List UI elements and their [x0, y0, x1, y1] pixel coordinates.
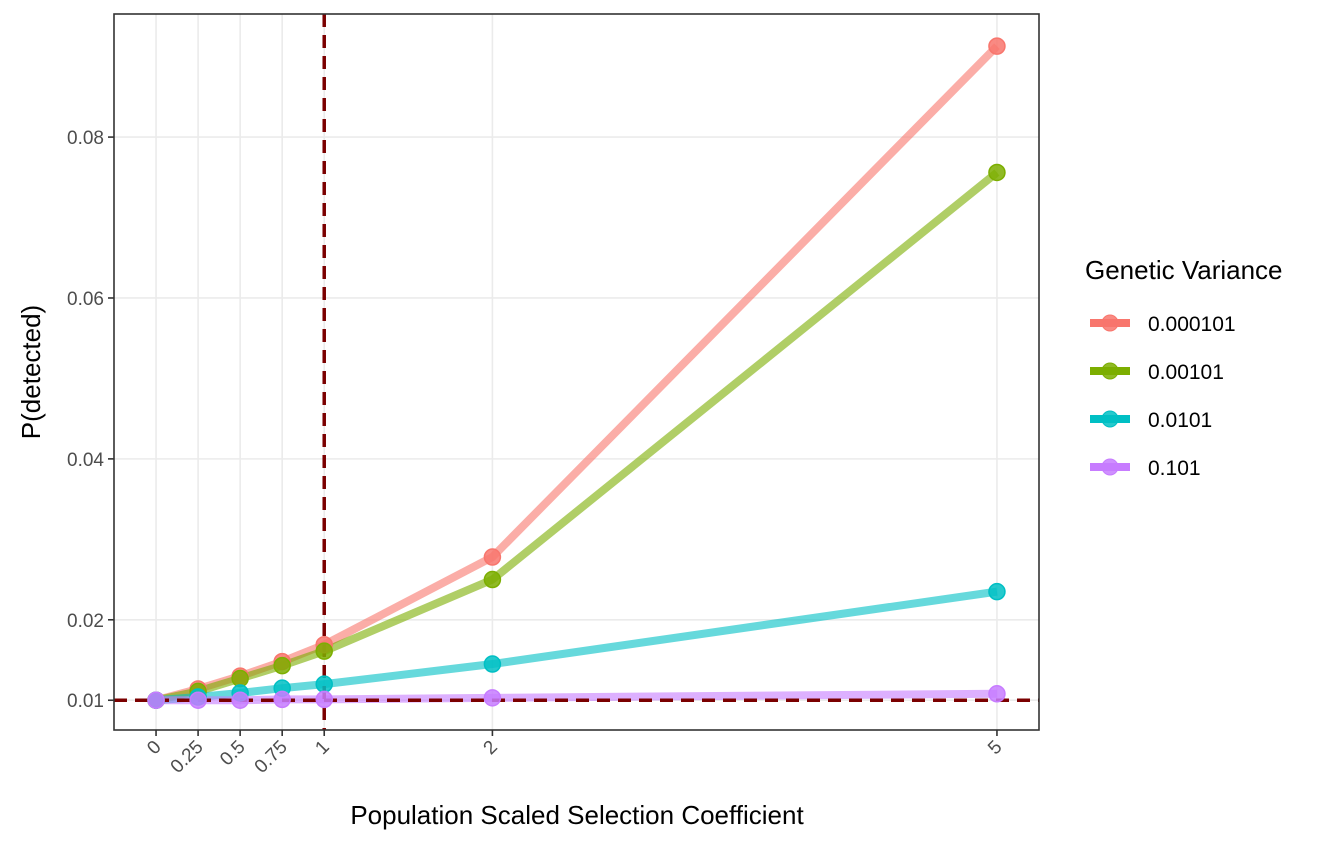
- data-point: [147, 691, 165, 709]
- x-tick-label: 5: [984, 737, 1006, 759]
- legend: Genetic Variance 0.0001010.001010.01010.…: [1085, 255, 1283, 480]
- legend-item: 0.0101: [1090, 409, 1212, 432]
- legend-title: Genetic Variance: [1085, 255, 1283, 285]
- x-tick-label: 0.25: [167, 737, 208, 778]
- legend-item: 0.000101: [1090, 313, 1236, 336]
- reference-lines: [114, 14, 1039, 730]
- x-tick-label: 2: [480, 737, 502, 759]
- data-point: [189, 691, 207, 709]
- y-tick-label: 0.01: [67, 691, 104, 712]
- data-point: [483, 548, 502, 566]
- series-points: [147, 37, 1006, 709]
- x-axis-title: Population Scaled Selection Coefficient: [350, 800, 804, 830]
- data-point: [273, 656, 291, 675]
- legend-swatch-point: [1101, 314, 1119, 332]
- data-point: [483, 689, 502, 707]
- legend-label: 0.101: [1148, 457, 1201, 480]
- data-point: [315, 675, 333, 693]
- gridlines: [114, 14, 1039, 730]
- legend-swatch-point: [1101, 458, 1119, 476]
- data-point: [315, 690, 333, 709]
- y-axis: 0.01 0.02 0.04 0.06 0.08: [67, 128, 114, 712]
- y-axis-title: P(detected): [16, 305, 46, 439]
- x-axis: 0 0.25 0.5 0.75 1 2 5: [143, 730, 1006, 778]
- legend-swatch-point: [1101, 410, 1119, 428]
- legend-item: 0.101: [1090, 457, 1201, 480]
- legend-swatch-point: [1101, 362, 1119, 380]
- plot-panel-border: [113, 13, 1040, 731]
- legend-label: 0.00101: [1148, 361, 1224, 384]
- data-point: [988, 163, 1006, 182]
- data-point: [231, 691, 249, 709]
- data-point: [483, 570, 502, 589]
- data-point: [988, 685, 1006, 703]
- y-tick-label: 0.02: [67, 611, 104, 632]
- data-point: [315, 642, 333, 660]
- legend-label: 0.0101: [1148, 409, 1212, 432]
- y-tick-label: 0.08: [67, 128, 104, 149]
- data-point: [273, 690, 291, 709]
- x-tick-label: 0.5: [216, 737, 250, 771]
- y-tick-label: 0.06: [67, 289, 104, 310]
- x-tick-label: 0: [143, 737, 165, 759]
- data-point: [231, 669, 249, 688]
- x-tick-label: 0.75: [251, 737, 292, 778]
- data-point: [483, 655, 502, 673]
- legend-item: 0.00101: [1090, 361, 1224, 384]
- legend-items: 0.000101 0.00101 0.0101 0.101: [1090, 313, 1236, 480]
- data-point: [988, 37, 1006, 55]
- y-tick-label: 0.04: [67, 450, 104, 471]
- data-point: [988, 582, 1006, 601]
- legend-label: 0.000101: [1148, 313, 1236, 336]
- x-tick-label: 1: [311, 737, 333, 759]
